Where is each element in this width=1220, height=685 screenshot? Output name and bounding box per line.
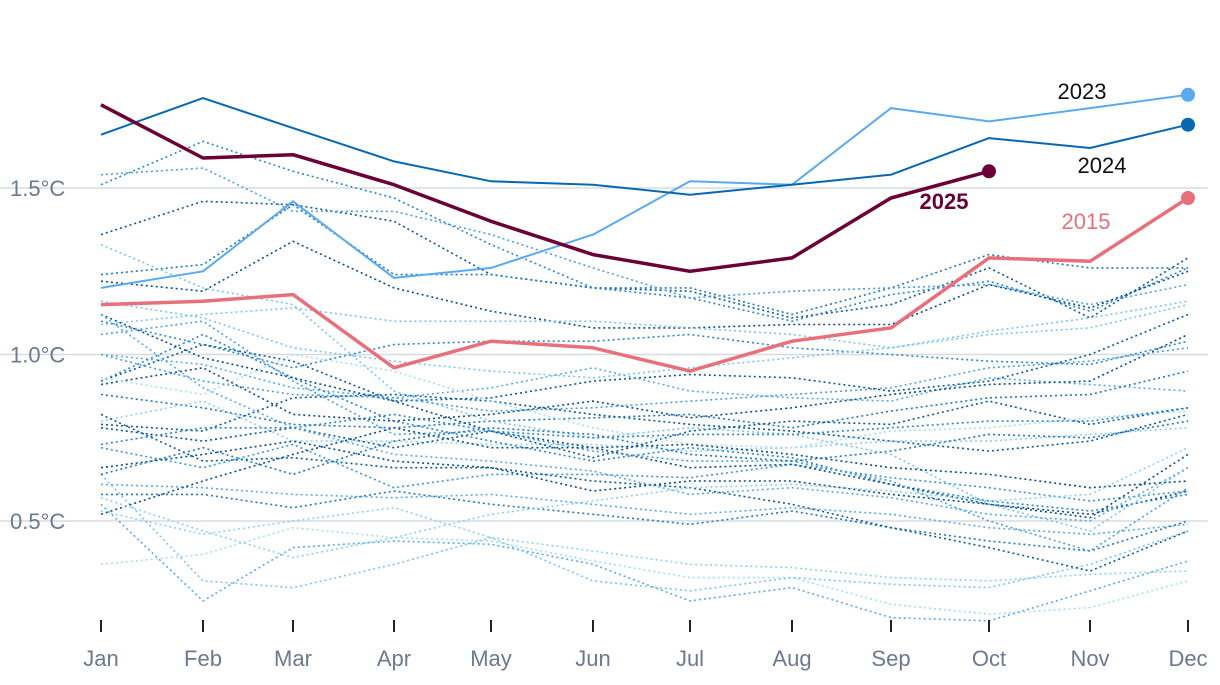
- series-label-2023: 2023: [1058, 79, 1107, 104]
- background-year-line: [100, 526, 1189, 616]
- series-labels-layer: 2025 2015 2024 2023: [920, 79, 1127, 234]
- x-tick-label: Aug: [772, 646, 811, 671]
- background-year-line: [100, 506, 1189, 582]
- background-year-line: [100, 420, 1189, 476]
- series-line-2015: [100, 196, 1189, 373]
- background-year-line: [100, 473, 1189, 592]
- x-tick-label: Jun: [575, 646, 610, 671]
- background-year-line: [100, 426, 1189, 516]
- y-tick-label: 1.5°C: [10, 176, 65, 201]
- x-tick-label: Sep: [871, 646, 910, 671]
- series-line-2024: [100, 97, 1189, 196]
- background-year-line: [100, 400, 1189, 452]
- background-series-layer: [100, 140, 1189, 622]
- background-year-line: [100, 313, 1189, 519]
- background-year-line: [100, 300, 1189, 379]
- background-year-line: [100, 240, 1189, 329]
- x-tick-label: May: [470, 646, 512, 671]
- x-tick-label: Feb: [184, 646, 222, 671]
- series-label-2015: 2015: [1062, 209, 1111, 234]
- background-year-line: [100, 393, 1189, 452]
- x-tick-label: Jan: [83, 646, 118, 671]
- x-tick-label: Nov: [1070, 646, 1109, 671]
- x-tick-label: Jul: [676, 646, 704, 671]
- background-year-line: [100, 140, 1189, 323]
- series-endpoint-2024: [1181, 117, 1195, 132]
- background-year-line: [100, 200, 1189, 319]
- series-label-2025: 2025: [920, 189, 969, 214]
- background-year-line: [100, 353, 1189, 449]
- background-year-line: [100, 446, 1189, 559]
- background-year-line: [100, 503, 1189, 622]
- y-tick-label: 0.5°C: [10, 509, 65, 534]
- series-label-2024: 2024: [1078, 153, 1127, 178]
- background-year-line: [100, 167, 1189, 306]
- y-tick-label: 1.0°C: [10, 343, 65, 368]
- background-year-line: [100, 370, 1189, 429]
- x-tick-label: Mar: [274, 646, 312, 671]
- background-year-line: [100, 320, 1189, 552]
- background-year-line: [100, 243, 1189, 532]
- highlight-series-layer: [100, 87, 1195, 373]
- x-tick-label: Dec: [1168, 646, 1207, 671]
- series-endpoint-2023: [1181, 87, 1195, 102]
- background-year-line: [100, 400, 1189, 459]
- background-year-line: [100, 313, 1189, 522]
- background-year-line: [100, 443, 1189, 502]
- background-year-line: [100, 347, 1189, 412]
- series-line-2023: [100, 93, 1189, 289]
- background-year-line: [100, 483, 1189, 536]
- background-year-line: [100, 300, 1189, 349]
- series-endpoint-2025: [982, 164, 996, 179]
- grid-layer: 0.5°C 1.0°C 1.5°C: [0, 176, 1208, 534]
- series-endpoint-2015: [1181, 191, 1195, 205]
- x-tick-label: Oct: [972, 646, 1006, 671]
- background-year-line: [100, 333, 1189, 422]
- series-line-2025: [100, 103, 990, 274]
- x-tick-label: Apr: [377, 646, 411, 671]
- background-year-line: [100, 333, 1189, 512]
- x-axis: Jan Feb Mar Apr May Jun Jul Aug Sep Oct Nov Dec: [83, 620, 1208, 671]
- background-year-line: [100, 203, 1188, 316]
